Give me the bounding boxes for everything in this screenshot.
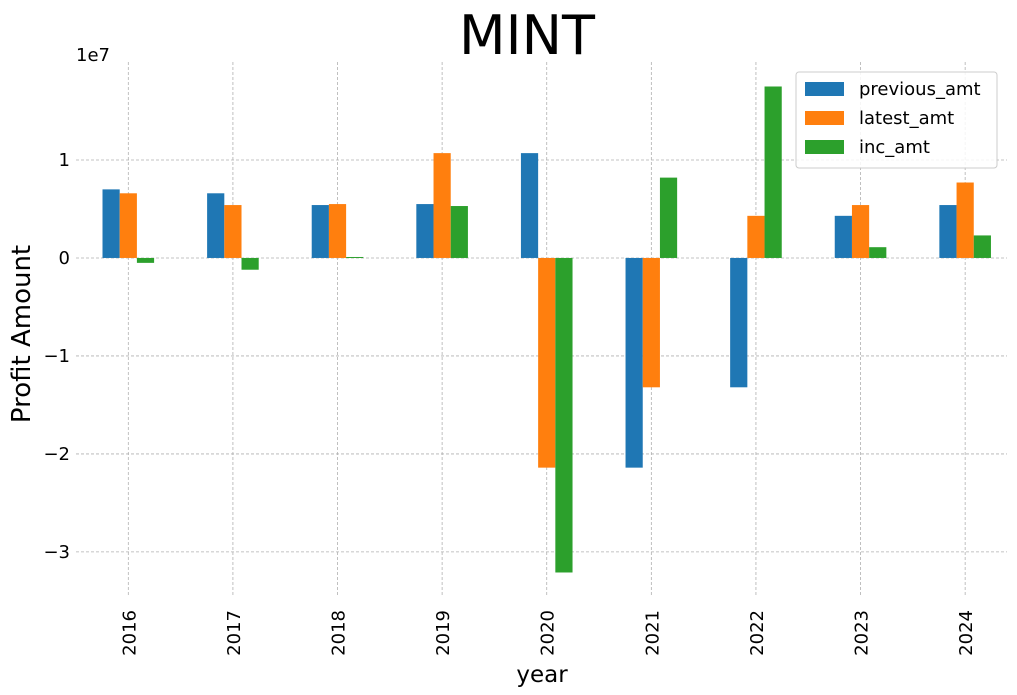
x-tick-label: 2016 <box>119 610 140 656</box>
bar-previous_amt-2016 <box>102 189 120 258</box>
legend-label-latest_amt: latest_amt <box>859 108 954 129</box>
bar-inc_amt-2020 <box>555 257 573 573</box>
y-offset-label: 1e7 <box>76 45 110 66</box>
bar-inc_amt-2018 <box>346 256 364 258</box>
x-tick-label: 2018 <box>329 610 350 656</box>
bar-latest_amt-2018 <box>328 204 347 258</box>
y-tick-label: 0 <box>59 248 70 269</box>
bar-previous_amt-2018 <box>311 205 329 258</box>
legend-label-inc_amt: inc_amt <box>859 137 930 158</box>
x-axis-label: year <box>516 662 568 688</box>
bar-latest_amt-2019 <box>433 153 451 258</box>
x-tick-label: 2022 <box>747 610 768 656</box>
y-tick-label: −3 <box>43 542 70 563</box>
bar-latest_amt-2022 <box>747 215 765 258</box>
x-ticks: 2016 2017 2018 2019 2020 2021 2022 2023 2024 <box>119 610 977 656</box>
bar-latest_amt-2023 <box>851 205 870 258</box>
bar-previous_amt-2020 <box>520 153 539 258</box>
y-ticks: −3 −2 −1 0 1 <box>43 150 70 563</box>
legend-swatch-inc_amt <box>805 140 844 154</box>
bar-latest_amt-2017 <box>224 205 242 258</box>
x-tick-label: 2020 <box>538 610 559 656</box>
bar-previous_amt-2021 <box>625 257 643 468</box>
legend: previous_amt latest_amt inc_amt <box>795 71 998 169</box>
bar-previous_amt-2019 <box>416 204 434 258</box>
bar-inc_amt-2017 <box>241 257 259 270</box>
bar-previous_amt-2017 <box>207 193 225 258</box>
legend-label-previous_amt: previous_amt <box>859 79 981 100</box>
y-axis-label: Profit Amount <box>7 245 37 423</box>
bars <box>102 86 991 573</box>
x-tick-label: 2017 <box>224 610 245 656</box>
bar-inc_amt-2016 <box>136 257 155 263</box>
bar-inc_amt-2024 <box>973 235 991 258</box>
bar-latest_amt-2016 <box>119 193 137 258</box>
legend-swatch-previous_amt <box>805 82 844 96</box>
chart-title: MINT <box>459 4 596 67</box>
bar-inc_amt-2019 <box>450 206 468 258</box>
bar-inc_amt-2023 <box>869 247 887 258</box>
bar-previous_amt-2022 <box>730 257 748 388</box>
bar-previous_amt-2024 <box>939 205 957 258</box>
y-tick-label: −2 <box>43 444 70 465</box>
y-tick-label: −1 <box>43 346 70 367</box>
bar-inc_amt-2021 <box>659 177 678 258</box>
legend-box <box>795 71 998 169</box>
x-tick-label: 2024 <box>956 610 977 656</box>
bar-latest_amt-2020 <box>538 257 556 468</box>
x-tick-label: 2023 <box>852 610 873 656</box>
x-tick-label: 2019 <box>433 610 454 656</box>
bar-latest_amt-2024 <box>956 182 974 258</box>
x-tick-label: 2021 <box>642 610 663 656</box>
bar-previous_amt-2023 <box>834 215 852 258</box>
y-tick-label: 1 <box>59 150 70 171</box>
bar-latest_amt-2021 <box>642 257 660 388</box>
bar-inc_amt-2022 <box>764 86 782 258</box>
legend-swatch-latest_amt <box>805 111 844 125</box>
